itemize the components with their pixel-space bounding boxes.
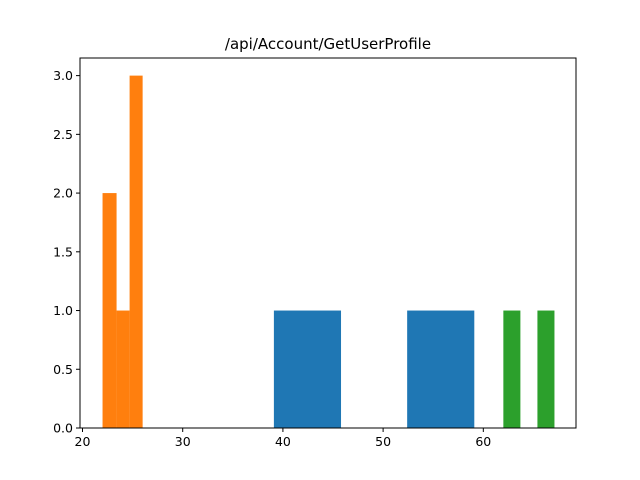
- x-tick-label: 20: [75, 434, 91, 449]
- bars-group: [102, 75, 555, 428]
- y-tick-label: 2.5: [53, 127, 73, 142]
- x-tick-label: 50: [375, 434, 391, 449]
- chart-title: /api/Account/GetUserProfile: [225, 35, 431, 53]
- histogram-bar: [102, 193, 117, 428]
- histogram-bar: [116, 310, 130, 428]
- plot-frame: [79, 57, 577, 429]
- y-tick-label: 0.0: [53, 421, 73, 436]
- histogram-bar: [537, 310, 555, 428]
- x-tick-label: 40: [275, 434, 291, 449]
- x-tick-label: 30: [175, 434, 191, 449]
- x-tick-label: 60: [475, 434, 491, 449]
- y-tick-label: 3.0: [53, 68, 73, 83]
- y-tick-label: 1.0: [53, 303, 73, 318]
- y-tick-label: 0.5: [53, 362, 73, 377]
- y-tick-label: 1.5: [53, 244, 73, 259]
- histogram-bar: [503, 310, 521, 428]
- histogram-bar: [129, 75, 143, 428]
- histogram-bar: [273, 310, 342, 428]
- y-tick-label: 2.0: [53, 186, 73, 201]
- y-axis: 0.0 0.5 1.0 1.5 2.0 2.5 3.0: [53, 68, 80, 436]
- histogram-bar: [407, 310, 475, 428]
- x-axis: 20 30 40 50 60: [75, 428, 491, 449]
